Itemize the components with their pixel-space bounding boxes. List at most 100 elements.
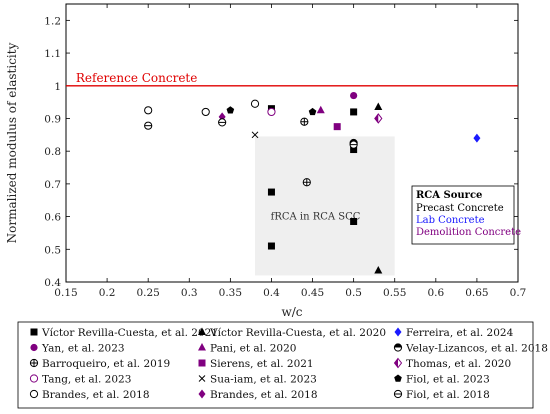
series-legend-marker (198, 327, 206, 335)
data-point (350, 91, 358, 100)
x-tick-label: 0.15 (54, 287, 77, 299)
data-point (374, 102, 383, 111)
data-point (374, 266, 383, 274)
data-point (308, 107, 317, 116)
reference-line-label: Reference Concrete (76, 71, 198, 85)
data-point (201, 107, 210, 117)
y-tick-label: 1.1 (44, 48, 61, 60)
marker-circle (350, 91, 358, 100)
marker-open-circle (29, 389, 39, 399)
y-tick-label: 0.8 (44, 146, 61, 158)
series-legend-label: Víctor Revilla-Cuesta, et al. 2021 (41, 327, 218, 339)
data-point (350, 146, 358, 154)
data-point (218, 118, 227, 127)
series-legend-marker (198, 389, 206, 399)
data-point (267, 188, 275, 196)
marker-half-circle-fill (394, 343, 402, 348)
series-legend-marker (30, 343, 38, 352)
marker-pentagon (308, 107, 317, 116)
marker-half-diamond-fill (374, 113, 379, 123)
plot-frame (65, 3, 519, 283)
marker-square (333, 123, 341, 131)
marker-pentagon (226, 106, 235, 114)
y-tick-label: 0.4 (44, 277, 61, 289)
y-tick-label: 0.5 (44, 244, 61, 256)
series-legend-label: Ferreira, et al. 2024 (406, 327, 514, 339)
data-point (226, 106, 235, 114)
x-tick-label: 0.4 (263, 287, 280, 299)
marker-square (198, 359, 206, 367)
marker-diamond (473, 133, 481, 143)
x-tick-label: 0.65 (465, 287, 488, 299)
marker-triangle (198, 343, 206, 351)
marker-triangle (198, 327, 206, 335)
data-point (250, 99, 260, 108)
series-legend-label: Brandes, et al. 2018 (42, 389, 150, 401)
y-axis-title: Normalized modulus of elasticity (5, 42, 19, 243)
marker-diamond (198, 389, 206, 399)
data-point (267, 242, 275, 250)
data-point (374, 113, 383, 124)
series-legend-marker (393, 357, 403, 369)
series-legend-marker (198, 343, 206, 351)
rca-source-legend-item: Demolition Concrete (416, 227, 521, 238)
series-legend-marker (393, 389, 403, 399)
marker-triangle (316, 105, 325, 114)
marker-circle (30, 343, 38, 352)
y-tick-label: 0.9 (44, 113, 61, 125)
shaded-region-label: fRCA in RCA SCC (271, 212, 361, 223)
data-point (473, 133, 481, 143)
series-legend-label: Barroqueiro, et al. 2019 (42, 358, 170, 370)
series-legend-marker (198, 359, 206, 367)
data-point (302, 178, 311, 187)
data-point (144, 121, 153, 130)
x-tick-label: 0.2 (99, 287, 116, 299)
series-legend-marker (30, 328, 38, 336)
data-point (349, 140, 358, 149)
y-tick-label: 0.6 (44, 212, 61, 224)
x-tick-label: 0.55 (383, 287, 406, 299)
marker-triangle (374, 102, 383, 111)
series-legend-label: Pani, et al. 2020 (210, 343, 296, 355)
shaded-region (255, 136, 395, 276)
data-point (350, 108, 358, 116)
marker-cross-b (251, 131, 259, 139)
x-tick-label: 0.35 (219, 287, 242, 299)
series-legend-label: Fiol, et al. 2023 (406, 374, 490, 386)
rca-source-legend-item: Precast Concrete (416, 203, 504, 214)
series-legend: Víctor Revilla-Cuesta, et al. 2021Víctor… (17, 321, 548, 409)
plot-layer: fRCA in RCA SCC 0.15 0.2 0.25 0.3 0.35 0.4 0.45… (5, 3, 526, 319)
data-point (333, 123, 341, 131)
x-tick-label: 0.6 (427, 287, 444, 299)
series-legend-marker (29, 374, 39, 383)
marker-triangle (374, 266, 383, 274)
series-legend-marker (198, 375, 206, 382)
x-axis-title: w/c (281, 305, 302, 319)
y-tick-label: 1.2 (44, 15, 61, 27)
rca-source-legend-box (411, 185, 515, 245)
data-point (251, 131, 259, 139)
series-legend-box (17, 321, 534, 409)
y-tick-label: 1 (54, 81, 61, 93)
series-legend-label: Fiol, et al. 2018 (406, 389, 490, 401)
marker-diamond (394, 327, 402, 337)
marker-open-circle (267, 107, 276, 117)
marker-square (267, 188, 275, 196)
series-legend-label: Tang, et al. 2023 (42, 374, 131, 386)
data-point (300, 117, 309, 126)
x-tick-label: 0.25 (136, 287, 159, 299)
marker-open-circle (201, 107, 210, 117)
data-point (350, 217, 358, 225)
series-legend-marker (29, 389, 39, 399)
series-legend-marker (393, 343, 403, 352)
marker-pentagon (394, 374, 402, 382)
series-legend-label: Thomas, et al. 2020 (406, 358, 511, 370)
series-legend-marker (394, 327, 402, 337)
series-legend-label: Yan, et al. 2023 (41, 343, 125, 355)
series-legend-label: Víctor Revilla-Cuesta, et al. 2020 (209, 327, 386, 339)
marker-open-circle (250, 99, 260, 108)
marker-square (350, 108, 358, 116)
series-legend-label: Brandes, et al. 2018 (210, 389, 318, 401)
marker-square (350, 146, 358, 154)
